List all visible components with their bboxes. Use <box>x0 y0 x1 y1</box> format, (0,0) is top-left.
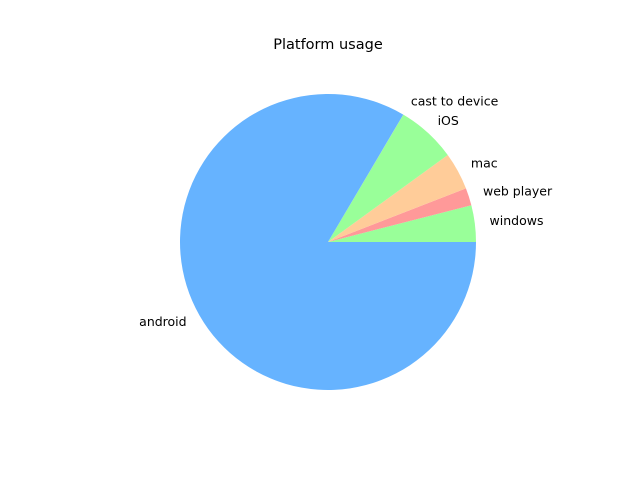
pie-slices <box>180 94 476 391</box>
pie-slice-windows <box>328 205 476 242</box>
pie-label-android: android <box>139 314 186 329</box>
pie-slice-cast-to-device <box>328 114 404 242</box>
pie-slice-ios <box>328 114 448 242</box>
pie-labels: windows web player mac iOS cast to device and… <box>139 93 553 329</box>
pie-label-windows: windows <box>490 213 544 228</box>
pie-label-cast-to-device: cast to device <box>411 93 499 108</box>
pie-slice-web-player <box>328 188 472 242</box>
pie-label-web-player: web player <box>483 184 553 199</box>
pie-slice-android <box>180 94 476 391</box>
pie-label-mac: mac <box>471 156 498 171</box>
chart-title: Platform usage <box>273 37 383 53</box>
pie-slice-mac <box>328 155 466 242</box>
pie-label-ios: iOS <box>438 113 459 128</box>
